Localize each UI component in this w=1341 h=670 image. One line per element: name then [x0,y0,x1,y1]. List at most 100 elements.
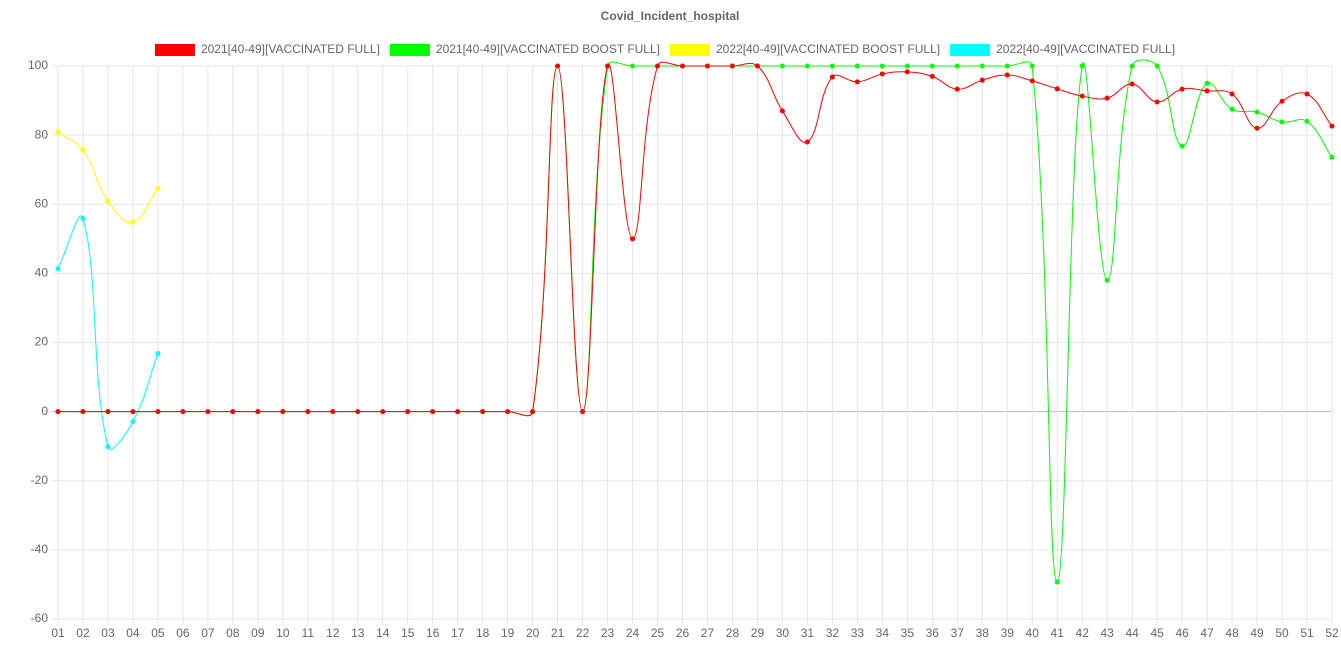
data-point [979,77,985,83]
data-point [1079,93,1085,99]
x-tick-label: 30 [776,626,790,640]
data-point [879,71,885,77]
data-point [1254,109,1260,115]
data-point [55,266,61,272]
data-point [105,444,111,450]
legend-label: 2022[40-49][VACCINATED FULL] [996,42,1175,56]
x-tick-label: 14 [376,626,390,640]
data-point [130,409,136,415]
y-tick-label: 20 [35,335,49,349]
data-point [804,139,810,145]
data-point [779,63,785,69]
x-tick-label: 42 [1076,626,1090,640]
y-tick-label: -20 [31,473,49,487]
series-line [57,59,1333,583]
data-point [904,69,910,75]
data-point [255,409,261,415]
x-tick-label: 35 [901,626,915,640]
y-tick-label: 100 [28,58,48,72]
data-point [1179,86,1185,92]
x-tick-label: 27 [701,626,715,640]
data-point [430,409,436,415]
data-point [954,86,960,92]
data-point [1329,123,1335,129]
x-tick-label: 05 [151,626,165,640]
data-point [605,63,611,69]
data-point [630,63,636,69]
x-tick-label: 50 [1275,626,1289,640]
data-point [130,419,136,425]
x-tick-label: 44 [1125,626,1139,640]
legend: 2021[40-49][VACCINATED FULL] 2021[40-49][… [154,42,1175,56]
data-point [180,409,186,415]
data-point [704,63,710,69]
x-tick-label: 41 [1051,626,1065,640]
data-point [1129,81,1135,87]
x-tick-label: 16 [426,626,440,640]
data-point [1154,99,1160,105]
data-point [1104,95,1110,101]
x-tick-label: 37 [951,626,965,640]
data-point [1204,88,1210,94]
x-tick-label: 25 [651,626,665,640]
x-tick-label: 19 [501,626,515,640]
data-point [1029,78,1035,84]
x-tick-label: 48 [1225,626,1239,640]
data-point [55,409,61,415]
x-tick-label: 13 [351,626,365,640]
x-tick-label: 04 [126,626,140,640]
x-tick-label: 51 [1300,626,1314,640]
data-point [155,185,161,191]
data-point [829,74,835,80]
x-tick-label: 26 [676,626,690,640]
data-point [380,409,386,415]
data-point [1129,63,1135,69]
y-tick-label: 60 [35,196,49,210]
data-point [505,409,511,415]
x-tick-label: 21 [551,626,565,640]
legend-swatch [950,44,991,56]
data-point [1029,63,1035,69]
data-point [1104,277,1110,283]
data-point [879,63,885,69]
data-point [205,409,211,415]
data-point [854,79,860,85]
y-tick-label: -40 [31,542,49,556]
data-point [405,409,411,415]
x-tick-label: 17 [451,626,465,640]
data-point [1279,119,1285,125]
data-point [80,215,86,221]
x-tick-label: 22 [576,626,590,640]
x-tick-label: 23 [601,626,615,640]
data-point [105,409,111,415]
legend-label: 2021[40-49][VACCINATED FULL] [201,42,380,56]
data-point [1004,72,1010,78]
x-tick-label: 49 [1250,626,1264,640]
x-tick-label: 32 [826,626,840,640]
x-tick-label: 28 [726,626,740,640]
chart-title: Covid_Incident_hospital [601,9,740,23]
y-tick-label: 0 [41,404,48,418]
legend-label: 2021[40-49][VACCINATED BOOST FULL] [436,42,660,56]
x-tick-label: 34 [876,626,890,640]
y-tick-label: 80 [35,127,49,141]
data-point [155,351,161,357]
series-line [57,61,1333,417]
y-tick-label: 40 [35,266,49,280]
data-point [530,409,536,415]
data-point [1229,106,1235,112]
x-tick-label: 08 [226,626,240,640]
data-point [1229,91,1235,97]
data-point [555,63,561,69]
x-tick-label: 03 [101,626,115,640]
data-point [680,63,686,69]
x-tick-label: 31 [801,626,815,640]
data-point [804,63,810,69]
data-point [954,63,960,69]
data-point [1254,125,1260,131]
data-point [355,409,361,415]
x-tick-label: 36 [926,626,940,640]
data-point [105,198,111,204]
x-tick-label: 10 [276,626,290,640]
data-point [305,409,311,415]
